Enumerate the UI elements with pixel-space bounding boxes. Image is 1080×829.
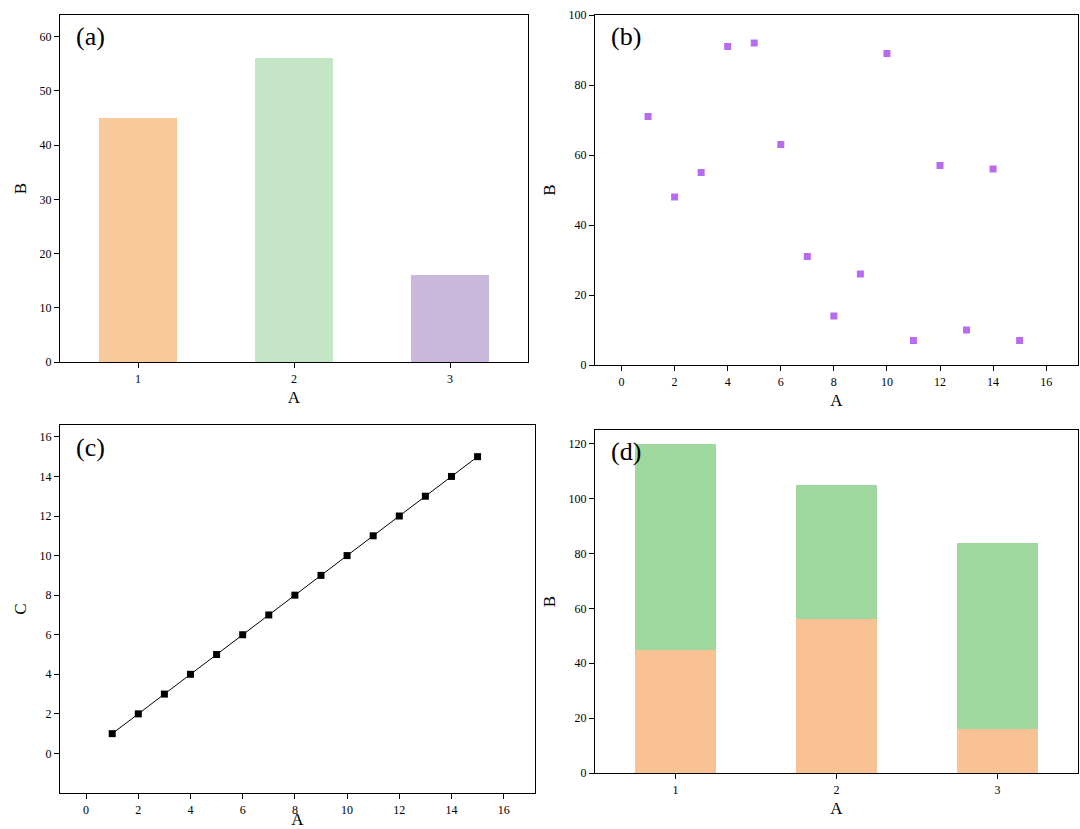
svg-text:0: 0	[581, 358, 587, 372]
svg-text:2: 2	[291, 372, 297, 386]
svg-text:2: 2	[46, 707, 52, 721]
svg-text:14: 14	[987, 375, 999, 389]
svg-text:8: 8	[831, 375, 837, 389]
svg-text:(c): (c)	[76, 433, 105, 462]
svg-text:1: 1	[135, 372, 141, 386]
svg-text:A: A	[830, 391, 843, 410]
svg-text:A: A	[830, 799, 843, 818]
svg-text:12: 12	[40, 509, 52, 523]
svg-text:16: 16	[498, 803, 510, 817]
svg-text:(b): (b)	[611, 22, 641, 51]
svg-text:2: 2	[135, 803, 141, 817]
svg-text:0: 0	[619, 375, 625, 389]
svg-text:80: 80	[575, 78, 587, 92]
svg-text:10: 10	[40, 301, 52, 315]
svg-text:120: 120	[569, 437, 587, 451]
svg-text:6: 6	[778, 375, 784, 389]
svg-text:A: A	[291, 810, 304, 829]
svg-text:0: 0	[46, 747, 52, 761]
svg-text:4: 4	[725, 375, 731, 389]
svg-text:1: 1	[673, 783, 679, 797]
svg-text:20: 20	[575, 288, 587, 302]
svg-text:8: 8	[292, 803, 298, 817]
svg-text:12: 12	[393, 803, 405, 817]
svg-text:100: 100	[569, 492, 587, 506]
svg-text:60: 60	[575, 148, 587, 162]
svg-text:40: 40	[575, 218, 587, 232]
svg-text:60: 60	[40, 30, 52, 44]
svg-text:(d): (d)	[611, 437, 641, 466]
svg-text:16: 16	[40, 430, 52, 444]
svg-text:C: C	[11, 603, 30, 614]
svg-text:B: B	[540, 596, 559, 607]
svg-text:20: 20	[40, 247, 52, 261]
svg-text:12: 12	[934, 375, 946, 389]
svg-text:B: B	[11, 183, 30, 194]
svg-text:A: A	[288, 388, 301, 407]
svg-text:20: 20	[575, 711, 587, 725]
svg-text:3: 3	[447, 372, 453, 386]
svg-text:14: 14	[445, 803, 457, 817]
svg-text:10: 10	[881, 375, 893, 389]
svg-text:B: B	[540, 184, 559, 195]
svg-text:3: 3	[995, 783, 1001, 797]
svg-text:40: 40	[40, 138, 52, 152]
svg-text:60: 60	[575, 602, 587, 616]
svg-text:2: 2	[672, 375, 678, 389]
svg-text:80: 80	[575, 547, 587, 561]
svg-text:40: 40	[575, 656, 587, 670]
svg-text:10: 10	[40, 549, 52, 563]
svg-text:8: 8	[46, 588, 52, 602]
svg-text:4: 4	[46, 667, 52, 681]
svg-text:16: 16	[1040, 375, 1052, 389]
svg-text:50: 50	[40, 84, 52, 98]
svg-text:6: 6	[240, 803, 246, 817]
svg-text:0: 0	[581, 766, 587, 780]
svg-text:(a): (a)	[76, 22, 105, 51]
svg-text:4: 4	[187, 803, 193, 817]
svg-text:0: 0	[46, 355, 52, 369]
svg-text:10: 10	[341, 803, 353, 817]
svg-text:100: 100	[569, 8, 587, 22]
svg-text:14: 14	[40, 470, 52, 484]
svg-text:30: 30	[40, 193, 52, 207]
svg-text:6: 6	[46, 628, 52, 642]
svg-text:0: 0	[83, 803, 89, 817]
svg-text:2: 2	[834, 783, 840, 797]
